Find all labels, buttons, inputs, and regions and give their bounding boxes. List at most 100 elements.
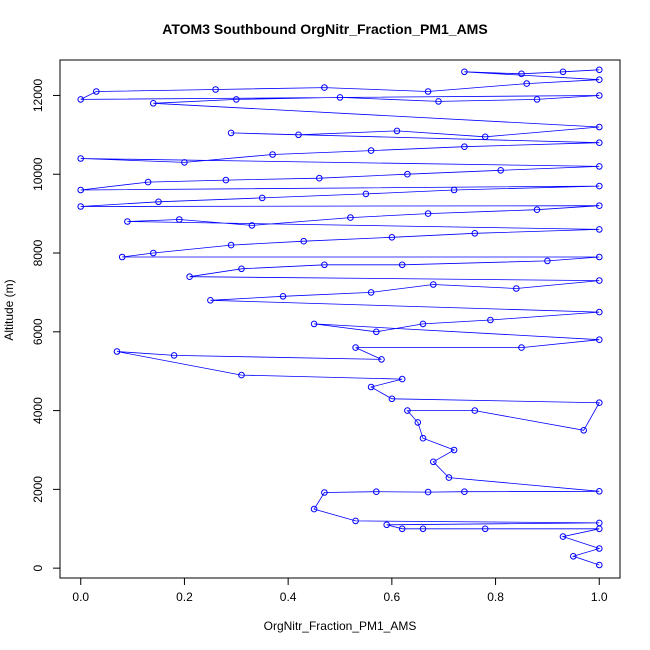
data-point (77, 203, 84, 210)
y-tick-label: 8000 (31, 239, 45, 266)
data-point (419, 525, 427, 533)
data-point (404, 407, 411, 414)
data-point (523, 80, 531, 87)
data-point (186, 273, 193, 281)
series-line (80, 69, 601, 566)
data-point (398, 261, 406, 269)
x-axis: 0.0 0.2 0.4 0.6 0.8 1.0 (72, 577, 608, 604)
data-point (212, 86, 219, 93)
data-point (150, 249, 157, 257)
data-point (559, 68, 567, 76)
data-point (596, 277, 603, 284)
data-point (596, 253, 603, 261)
data-point (533, 206, 541, 213)
x-tick-label: 1.0 (591, 590, 608, 604)
data-point (388, 395, 396, 403)
data-point (258, 194, 266, 202)
data-point (352, 344, 359, 351)
data-point (367, 383, 375, 391)
data-point (310, 505, 318, 513)
data-point (596, 561, 603, 569)
data-point (373, 488, 380, 496)
data-point (124, 218, 131, 225)
data-point (233, 96, 240, 103)
data-point (471, 230, 479, 237)
data-point (596, 545, 603, 552)
data-point (518, 70, 525, 78)
data-point (113, 348, 121, 355)
data-point (461, 143, 468, 150)
data-point (336, 94, 344, 101)
data-point (300, 237, 308, 245)
data-point (580, 427, 588, 434)
y-tick-label: 10000 (31, 157, 45, 191)
data-point (150, 100, 157, 107)
data-point (279, 293, 287, 300)
data-point (321, 84, 328, 91)
data-point (596, 399, 603, 407)
data-point (518, 344, 525, 351)
data-point (227, 241, 235, 249)
data-point (513, 285, 520, 292)
data-point (533, 96, 541, 103)
data-point (362, 190, 370, 198)
data-point (77, 155, 84, 162)
data-point (269, 151, 276, 158)
data-point (419, 320, 427, 328)
data-point (559, 533, 567, 540)
data-point (481, 133, 489, 141)
data-point (77, 186, 84, 194)
data-point (544, 257, 551, 265)
data-point (367, 289, 375, 296)
data-point (435, 98, 442, 105)
y-axis: 0 2000 4000 6000 8000 10000 12000 (31, 78, 61, 571)
data-point (207, 297, 214, 304)
data-point (424, 88, 432, 95)
data-point (430, 281, 437, 288)
x-tick-label: 0.8 (487, 590, 504, 604)
data-point (596, 139, 603, 146)
data-point (497, 167, 505, 174)
chart-title: ATOM3 Southbound OrgNitr_Fraction_PM1_AM… (162, 21, 488, 37)
y-tick-label: 12000 (31, 78, 45, 112)
x-tick-label: 0.0 (72, 590, 89, 604)
data-point (596, 66, 603, 74)
data-point (398, 375, 406, 383)
y-tick-label: 2000 (31, 476, 45, 503)
data-point (596, 76, 603, 83)
data-point (118, 253, 126, 261)
data-point (419, 434, 427, 442)
data-point (481, 525, 489, 533)
data-point (487, 316, 494, 324)
data-point (596, 202, 603, 209)
data-point (596, 92, 603, 99)
data-point (378, 356, 385, 363)
data-point (176, 216, 183, 223)
data-point (450, 186, 458, 194)
plot-frame (59, 59, 621, 579)
data-point (321, 261, 328, 269)
data-point (373, 328, 380, 336)
data-point (404, 170, 411, 178)
x-axis-label: OrgNitr_Fraction_PM1_AMS (263, 619, 417, 633)
data-point (295, 131, 302, 139)
data-point (93, 88, 100, 95)
data-point (596, 308, 603, 316)
data-point (170, 352, 178, 359)
data-point (248, 222, 256, 229)
y-tick-label: 0 (31, 564, 45, 571)
data-point (596, 123, 603, 131)
data-point (227, 129, 235, 137)
data-point (424, 210, 432, 217)
data-point (424, 488, 432, 496)
data-point (596, 519, 603, 527)
x-tick-label: 0.6 (384, 590, 401, 604)
data-point (77, 96, 84, 103)
data-point (596, 163, 603, 170)
data-point (596, 226, 603, 233)
data-point (155, 198, 162, 206)
data-point (181, 159, 188, 166)
data-point (393, 127, 401, 135)
data-point (430, 458, 437, 466)
